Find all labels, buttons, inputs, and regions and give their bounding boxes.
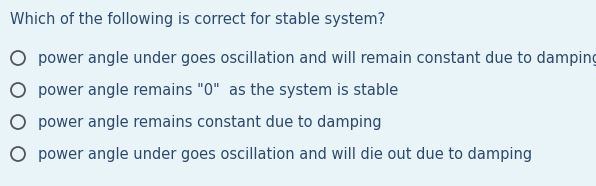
Text: Which of the following is correct for stable system?: Which of the following is correct for st… xyxy=(10,12,385,27)
Text: power angle under goes oscillation and will remain constant due to damping: power angle under goes oscillation and w… xyxy=(38,51,596,65)
Text: power angle under goes oscillation and will die out due to damping: power angle under goes oscillation and w… xyxy=(38,147,532,161)
Text: power angle remains "0"  as the system is stable: power angle remains "0" as the system is… xyxy=(38,83,398,97)
Text: power angle remains constant due to damping: power angle remains constant due to damp… xyxy=(38,115,381,129)
